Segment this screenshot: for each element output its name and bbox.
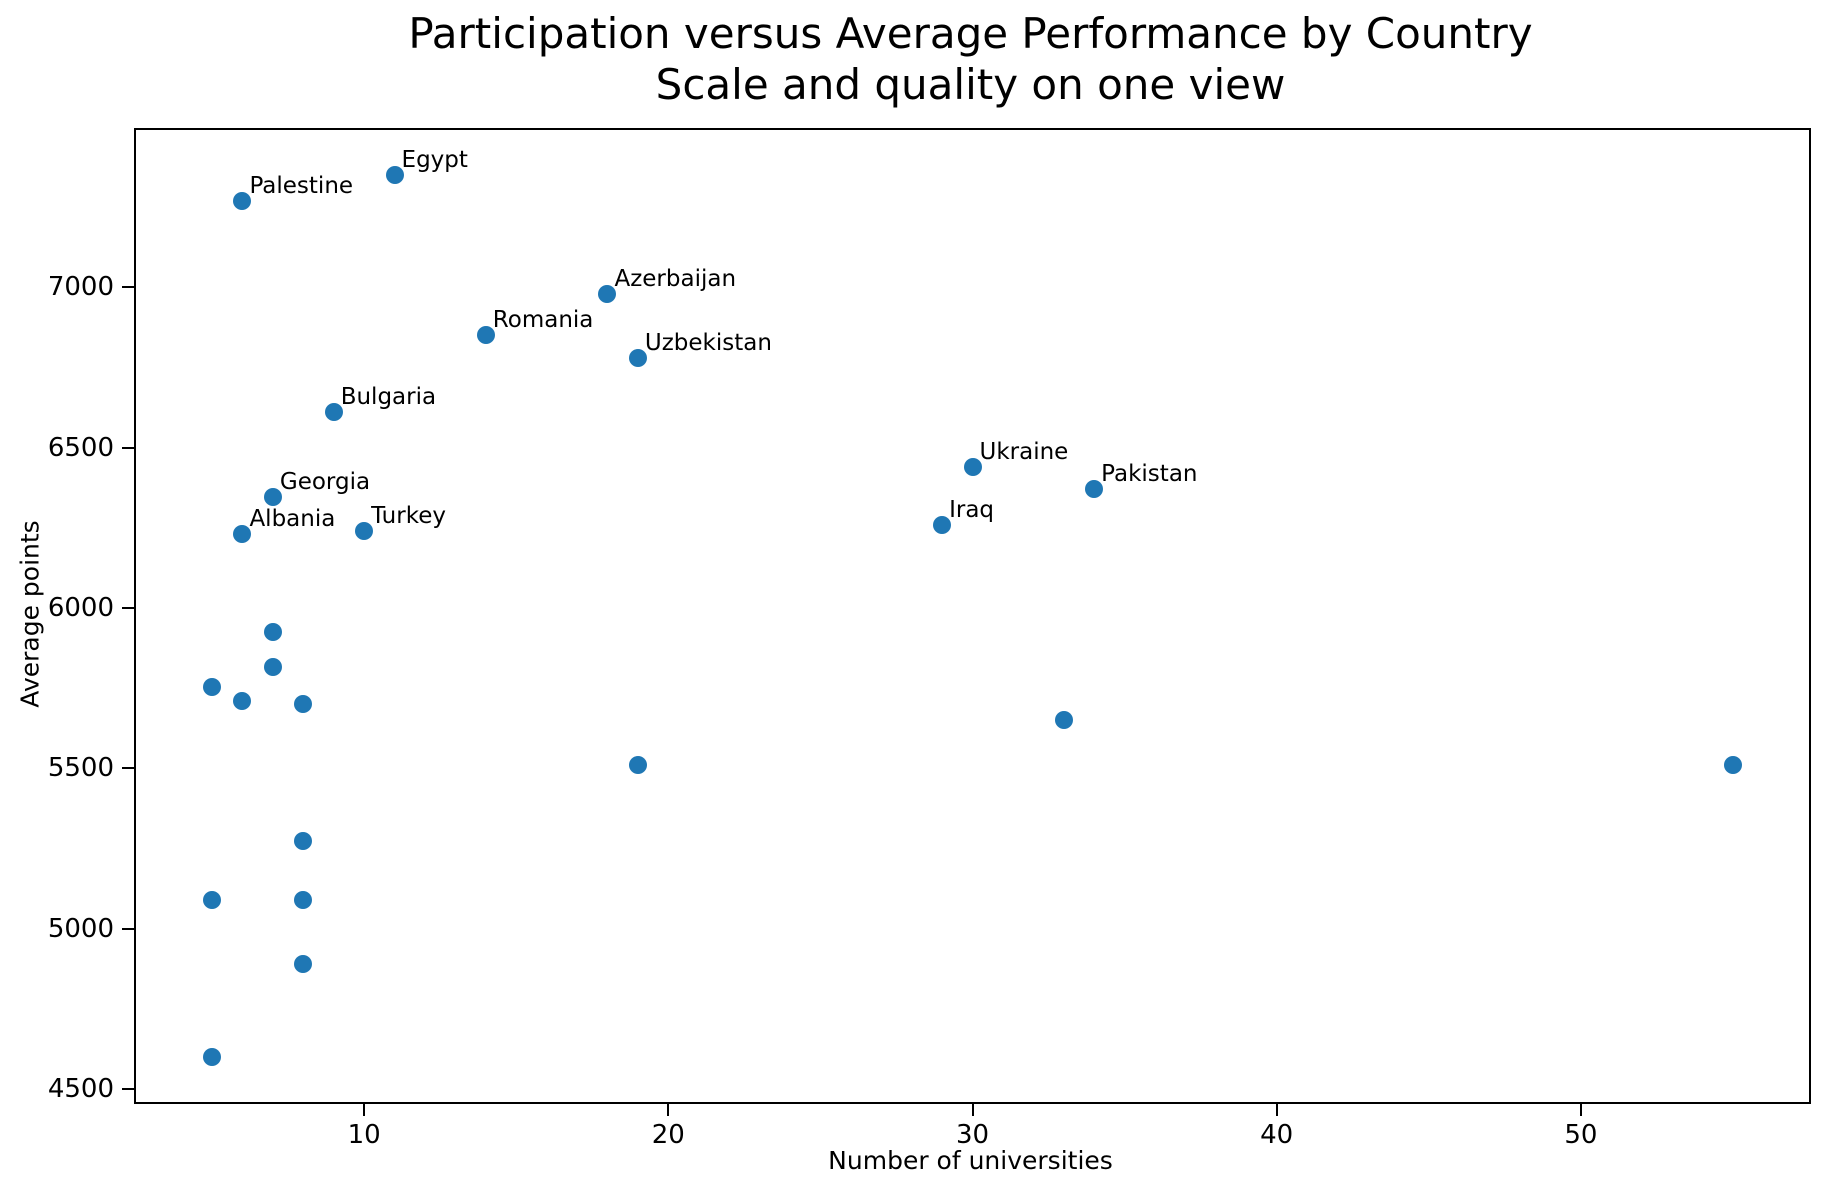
- point-label: Azerbaijan: [614, 265, 737, 292]
- data-point-iraq: [933, 515, 952, 534]
- y-tick-mark: [122, 286, 134, 289]
- y-tick-label: 5500: [47, 753, 114, 784]
- data-point: [1723, 756, 1742, 775]
- point-label: Albania: [249, 506, 336, 533]
- data-point: [203, 677, 222, 696]
- data-point: [294, 831, 313, 850]
- point-label: Ukraine: [979, 438, 1069, 465]
- x-tick-label: 10: [347, 1120, 381, 1150]
- data-point-ukraine: [963, 457, 982, 476]
- data-point: [263, 623, 282, 642]
- y-tick-mark: [122, 767, 134, 770]
- data-point-georgia: [263, 488, 282, 507]
- chart-title-line2: Scale and quality on one view: [655, 60, 1286, 110]
- data-point-egypt: [385, 165, 404, 184]
- y-tick-label: 5000: [47, 913, 114, 944]
- data-point-azerbaijan: [598, 284, 617, 303]
- y-tick-label: 7000: [47, 272, 114, 303]
- point-label: Uzbekistan: [644, 329, 772, 356]
- data-point: [263, 658, 282, 677]
- data-point: [1054, 711, 1073, 730]
- x-tick-mark: [667, 1104, 670, 1116]
- data-point-albania: [233, 525, 252, 544]
- y-tick-mark: [122, 446, 134, 449]
- data-point: [628, 756, 647, 775]
- y-tick-mark: [122, 1088, 134, 1091]
- data-point-pakistan: [1085, 480, 1104, 499]
- x-tick-mark: [363, 1104, 366, 1116]
- point-label: Pakistan: [1101, 461, 1198, 488]
- data-point: [203, 1048, 222, 1067]
- data-point-romania: [476, 326, 495, 345]
- chart-title-line1: Participation versus Average Performance…: [408, 9, 1533, 58]
- x-tick-label: 30: [955, 1120, 990, 1150]
- point-label: Georgia: [279, 469, 371, 496]
- chart-title: Participation versus Average Performance…: [134, 8, 1807, 110]
- x-tick-label: 20: [651, 1120, 685, 1150]
- y-tick-mark: [122, 606, 134, 609]
- data-point: [203, 890, 222, 909]
- data-point: [294, 695, 313, 714]
- data-point: [294, 955, 313, 974]
- plot-area: 10 20 30 40 50 4500 5000 5500 6000 6500 7000 Egypt P…: [48, 128, 1811, 1150]
- data-point-turkey: [355, 521, 374, 540]
- y-axis-label: Average points: [15, 520, 45, 708]
- data-point-uzbekistan: [628, 348, 647, 367]
- y-tick-label: 6500: [47, 432, 114, 463]
- y-tick-label: 4500: [47, 1074, 114, 1105]
- point-label: Turkey: [371, 502, 446, 529]
- x-tick-mark: [1579, 1104, 1582, 1116]
- x-axis-label: Number of universities: [828, 1146, 1113, 1175]
- x-tick-label: 40: [1260, 1120, 1294, 1150]
- point-label: Iraq: [949, 496, 995, 523]
- x-tick-label: 50: [1564, 1120, 1598, 1150]
- point-label: Palestine: [249, 172, 354, 199]
- data-point-bulgaria: [324, 403, 343, 422]
- y-tick-label: 6000: [47, 592, 114, 623]
- point-label: Romania: [492, 307, 594, 334]
- y-tick-mark: [122, 927, 134, 930]
- data-point: [294, 890, 313, 909]
- point-label: Bulgaria: [340, 384, 437, 411]
- point-label: Egypt: [401, 146, 468, 173]
- x-tick-mark: [1275, 1104, 1278, 1116]
- data-point-palestine: [233, 191, 252, 210]
- data-point: [233, 692, 252, 710]
- x-tick-mark: [971, 1104, 974, 1116]
